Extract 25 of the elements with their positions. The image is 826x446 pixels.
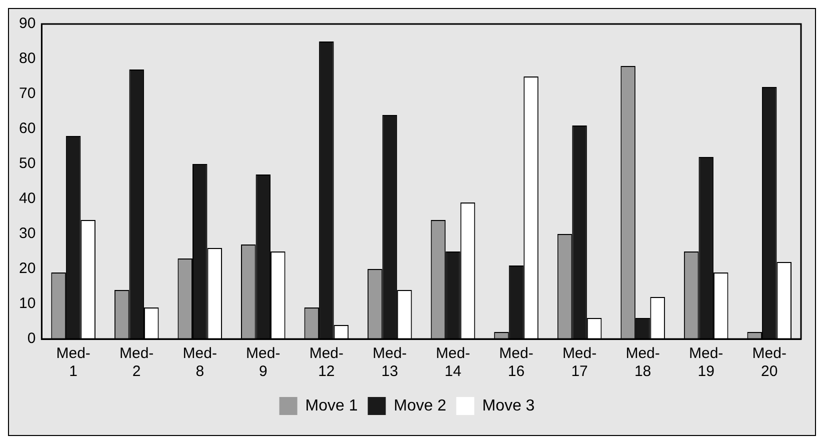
y-tick-label: 30 <box>18 225 36 242</box>
x-tick-label: Med-1 <box>56 345 90 380</box>
x-tick-label: Med-9 <box>246 345 280 380</box>
legend-label: Move 2 <box>394 397 446 414</box>
x-tick-label: Med-13 <box>372 345 407 380</box>
x-tick-label: Med-20 <box>752 345 786 380</box>
x-tick-label: Med-2 <box>120 345 154 380</box>
x-tick-label: Med-16 <box>499 345 534 380</box>
y-tick-label: 0 <box>27 330 36 348</box>
y-tick-label: 50 <box>18 155 36 172</box>
x-tick-label: Med-17 <box>562 345 597 380</box>
x-tick-label: Med-18 <box>626 345 660 380</box>
x-tick-label: Med-12 <box>309 345 344 380</box>
x-tick-label: Med-14 <box>436 345 470 380</box>
y-tick-label: 60 <box>18 120 36 138</box>
y-tick-label: 40 <box>18 190 36 208</box>
legend-label: Move 1 <box>305 397 358 414</box>
y-tick-label: 80 <box>18 50 36 68</box>
y-tick-label: 20 <box>18 260 36 278</box>
x-tick-label: Med-19 <box>688 345 724 380</box>
x-tick-label: Med-8 <box>182 345 217 380</box>
y-tick-label: 10 <box>18 295 36 312</box>
y-tick-label: 70 <box>18 85 36 102</box>
legend-label: Move 3 <box>482 397 535 414</box>
y-tick-label: 90 <box>18 15 36 32</box>
